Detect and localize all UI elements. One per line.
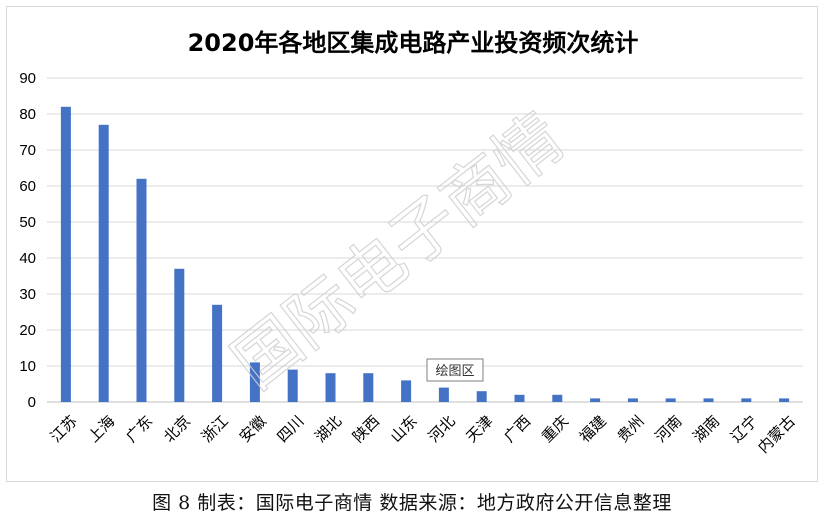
bar-广东[interactable] <box>136 178 147 402</box>
x-tick-label: 广西 <box>500 412 534 446</box>
tooltip-text: 绘图区 <box>435 364 474 379</box>
chart-frame: 2020年各地区集成电路产业投资频次统计 0 10 20 30 40 50 60 70 80 90… <box>6 6 818 482</box>
y-tick-label: 20 <box>19 322 36 339</box>
x-tick-label: 浙江 <box>198 412 232 446</box>
bar-内蒙古[interactable] <box>779 398 790 402</box>
bar-辽宁[interactable] <box>741 398 752 402</box>
x-tick-label: 陕西 <box>349 412 383 446</box>
bar-天津[interactable] <box>476 391 487 402</box>
y-tick-label: 0 <box>28 394 36 411</box>
x-tick-label: 四川 <box>273 412 307 446</box>
bar-湖南[interactable] <box>703 398 714 402</box>
y-tick-label: 80 <box>19 106 36 123</box>
bar-四川[interactable] <box>287 369 298 402</box>
x-tick-label: 河北 <box>425 412 459 446</box>
bar-重庆[interactable] <box>552 394 563 402</box>
x-tick-label: 湖北 <box>311 412 345 446</box>
x-tick-label: 湖南 <box>689 412 723 446</box>
x-tick-label: 上海 <box>84 412 118 446</box>
x-tick-label: 江苏 <box>47 412 81 446</box>
y-tick-label: 30 <box>19 286 36 303</box>
x-tick-label: 天津 <box>462 412 496 446</box>
bar-贵州[interactable] <box>627 398 638 402</box>
bar-上海[interactable] <box>98 124 109 403</box>
bar-江苏[interactable] <box>60 106 71 403</box>
gridlines <box>47 77 803 403</box>
bar-北京[interactable] <box>174 268 185 402</box>
x-tick-label: 重庆 <box>538 412 572 446</box>
x-tick-label: 广东 <box>122 412 156 446</box>
y-tick-label: 50 <box>19 214 36 231</box>
chart-title: 2020年各地区集成电路产业投资频次统计 <box>188 29 639 57</box>
x-tick-label: 安徽 <box>236 412 270 446</box>
y-tick-label: 10 <box>19 358 36 375</box>
x-tick-label: 北京 <box>160 412 194 446</box>
bar-浙江[interactable] <box>212 304 223 402</box>
bar-河南[interactable] <box>665 398 676 402</box>
x-tick-label: 河南 <box>651 412 685 446</box>
watermark: 国际电子商情 <box>218 99 577 403</box>
x-tick-label: 贵州 <box>614 412 648 446</box>
x-tick-label: 福建 <box>576 412 610 446</box>
bar-福建[interactable] <box>590 398 601 402</box>
bar-chart: 2020年各地区集成电路产业投资频次统计 0 10 20 30 40 50 60 70 80 90… <box>19 29 803 457</box>
bar-山东[interactable] <box>401 380 412 402</box>
figure-caption: 图 8 制表：国际电子商情 数据来源：地方政府公开信息整理 <box>152 492 672 514</box>
y-tick-label: 40 <box>19 250 36 267</box>
bar-安徽[interactable] <box>249 362 260 402</box>
bar-河北[interactable] <box>438 387 449 402</box>
x-tick-label: 山东 <box>387 412 421 446</box>
y-tick-label: 60 <box>19 178 36 195</box>
bar-陕西[interactable] <box>363 373 374 402</box>
y-tick-label: 90 <box>19 70 36 87</box>
x-axis-ticks: 江苏 上海 广东 北京 浙江 安徽 四川 湖北 陕西 山东 河北 天津 广西 重庆 福建 贵州 河南 湖南 辽宁内蒙… <box>47 412 799 457</box>
tooltip-box <box>426 358 484 382</box>
plot-area-tooltip: 绘图区 <box>426 358 484 382</box>
bars[interactable] <box>60 106 790 403</box>
bar-湖北[interactable] <box>325 373 336 402</box>
x-tick-label: 内蒙古 <box>754 412 799 457</box>
bar-广西[interactable] <box>514 394 525 402</box>
y-axis-ticks: 0 10 20 30 40 50 60 70 80 90 <box>19 70 36 411</box>
y-tick-label: 70 <box>19 142 36 159</box>
